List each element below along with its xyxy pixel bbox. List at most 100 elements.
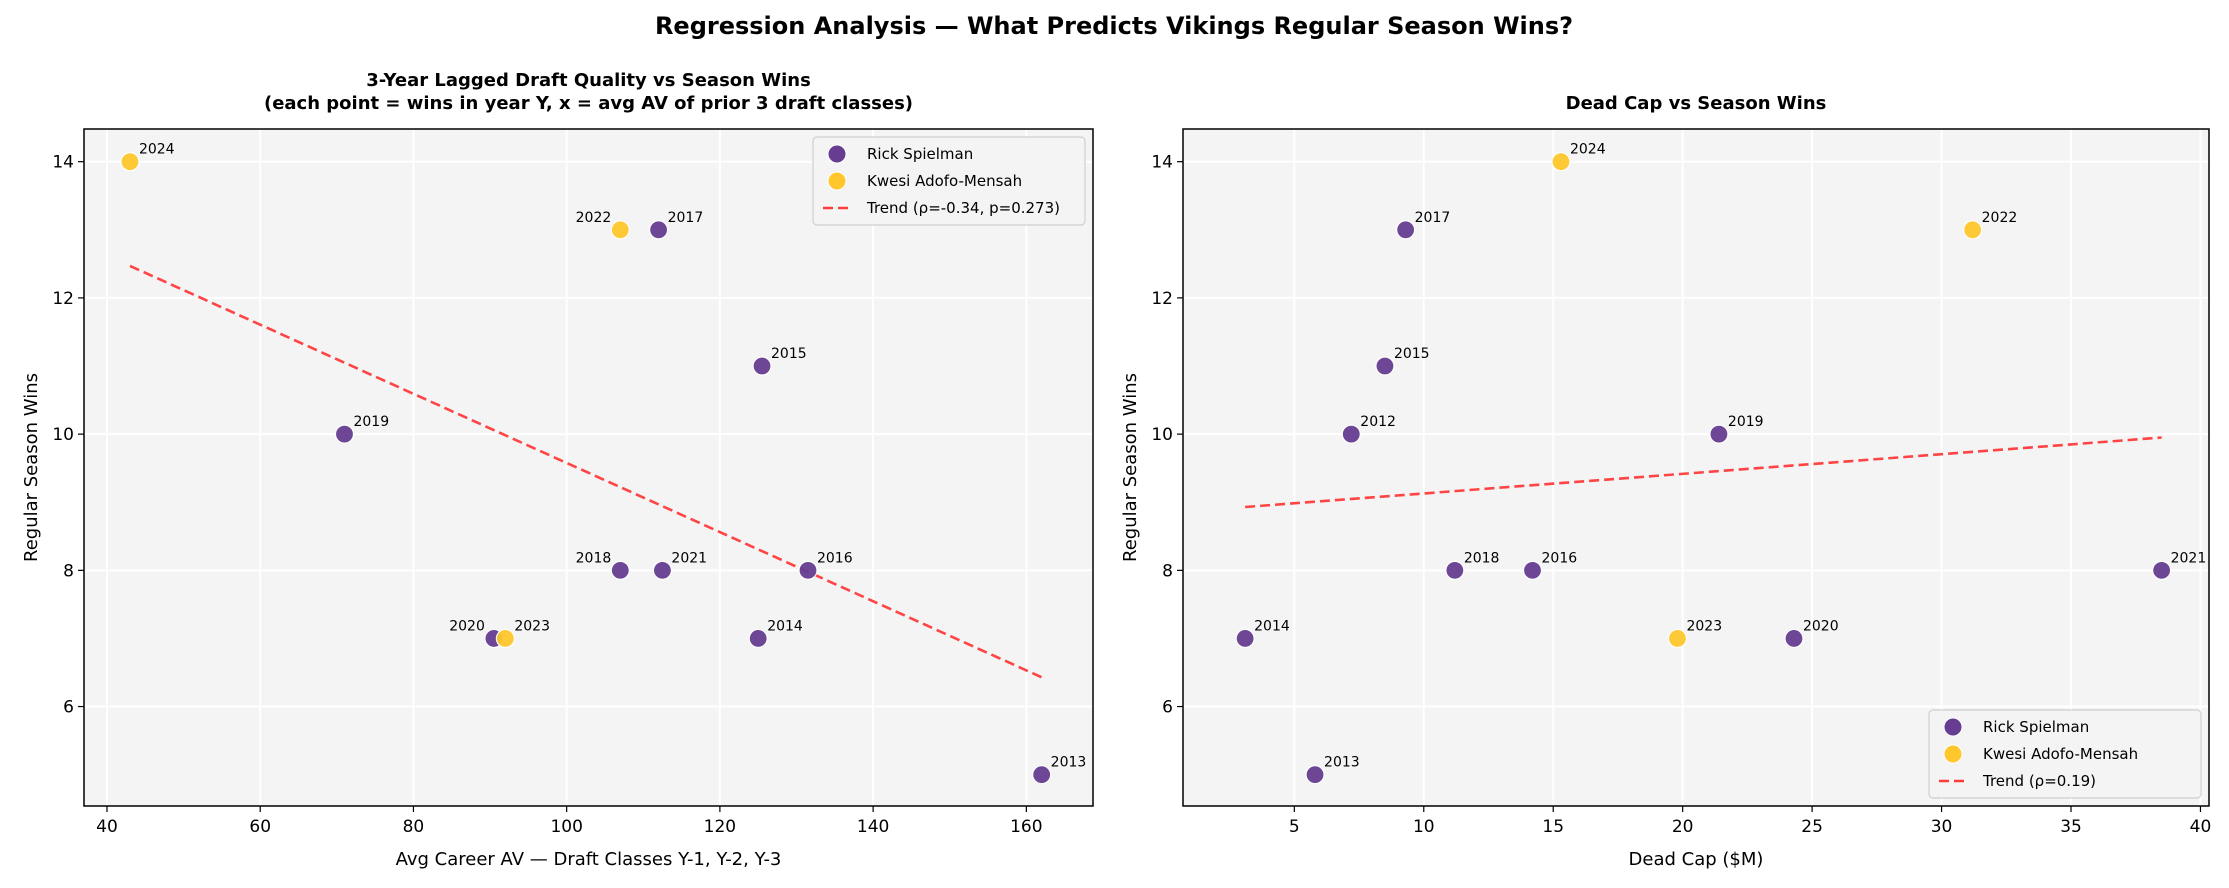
point-label: 2022 [1982,210,2018,226]
x-tick-label: 40 [96,817,118,837]
point-label: 2023 [514,618,550,634]
legend-marker [1943,744,1963,764]
point-label: 2017 [1415,210,1451,226]
x-tick-label: 120 [704,817,736,837]
x-tick-label: 30 [1931,817,1953,837]
point-label: 2020 [449,618,485,634]
legend-label: Kwesi Adofo-Mensah [867,172,1022,190]
y-axis-label: Regular Season Wins [21,373,42,562]
x-tick-label: 40 [2190,817,2212,837]
chart-title: 3-Year Lagged Draft Quality vs Season Wi… [366,70,811,91]
point-label: 2019 [353,414,389,430]
y-tick-label: 8 [1162,561,1173,581]
x-tick-label: 100 [550,817,582,837]
y-tick-label: 10 [1151,425,1173,445]
axes-frame [1182,128,2210,807]
point-label: 2013 [1051,755,1087,771]
point-label: 2023 [1686,618,1722,634]
legend-label: Trend (ρ=-0.34, p=0.273) [866,199,1060,217]
y-tick-label: 12 [1151,289,1173,309]
point-label: 2014 [767,618,803,634]
data-point-2012 [1341,424,1361,444]
data-point-2020 [1784,628,1804,649]
legend-box [1928,709,2202,799]
point-label: 2015 [771,346,807,362]
x-tick-label: 10 [1413,817,1435,837]
point-label: 2013 [1324,755,1360,771]
data-point-2022 [1963,220,1983,240]
data-point-2014 [748,628,768,649]
point-label: 2020 [1803,618,1839,634]
y-axis-label: Regular Season Wins [1120,373,1141,562]
data-point-2015 [1375,356,1395,376]
data-point-2016 [1522,560,1543,580]
x-axis-label: Dead Cap ($M) [1629,849,1764,870]
y-tick-label: 12 [52,289,74,309]
legend-marker [1943,717,1963,737]
data-point-2013 [1032,765,1052,785]
point-label: 2019 [1728,414,1764,430]
x-tick-label: 80 [403,817,425,837]
left-chart: 40 60 80 100 120 140 160 6 8 10 12 14 3-Year Lagged … [21,70,1094,870]
data-point-2015 [752,356,772,376]
data-point-2023 [495,628,515,649]
right-chart: 5 10 15 20 25 30 35 40 6 8 10 12 14 Dead Cap vs Seaso… [1120,93,2211,870]
y-tick-label: 10 [52,425,74,445]
y-tick-label: 14 [52,153,74,173]
point-label: 2016 [1542,550,1578,566]
x-tick-label: 60 [249,817,271,837]
data-point-2022 [610,220,630,240]
point-label: 2015 [1394,346,1430,362]
y-tick-label: 6 [63,698,74,718]
point-label: 2016 [817,550,853,566]
legend-label: Kwesi Adofo-Mensah [1983,745,2138,763]
data-point-2014 [1235,628,1255,649]
axes-frame [83,128,1094,807]
x-tick-label: 5 [1289,817,1300,837]
x-tick-label: 35 [2060,817,2082,837]
legend-box [812,136,1086,226]
point-label: 2018 [1464,550,1500,566]
x-tick-label: 25 [1801,817,1823,837]
point-label: 2024 [139,142,175,158]
data-point-2021 [652,560,673,580]
point-label: 2021 [671,550,707,566]
plot-area [84,129,1093,806]
legend-label: Rick Spielman [1983,718,2089,736]
point-label: 2014 [1254,618,1290,634]
point-label: 2017 [668,210,704,226]
data-point-2017 [649,220,669,240]
trend-line [1245,436,2162,509]
legend-label: Rick Spielman [867,145,973,163]
data-point-2017 [1396,220,1416,240]
data-point-2021 [2152,560,2172,580]
x-tick-label: 140 [857,817,889,837]
data-point-2018 [610,560,630,580]
data-point-2013 [1305,765,1325,785]
data-point-2024 [120,152,140,172]
point-label: 2022 [576,210,612,226]
trend-line [129,264,1043,679]
legend-marker [827,144,847,164]
x-tick-label: 15 [1542,817,1564,837]
y-tick-label: 8 [63,561,74,581]
y-tick-label: 14 [1151,153,1173,173]
legend-marker [827,171,847,191]
suptitle: Regression Analysis — What Predicts Viki… [655,12,1573,40]
data-point-2023 [1667,628,1688,649]
chart-title: Dead Cap vs Season Wins [1566,93,1827,114]
legend-label: Trend (ρ=0.19) [1982,772,2096,790]
x-tick-label: 160 [1010,817,1042,837]
x-axis-label: Avg Career AV — Draft Classes Y-1, Y-2, … [396,849,782,870]
data-point-2018 [1445,560,1465,580]
x-tick-label: 20 [1672,817,1694,837]
data-point-2016 [798,560,818,580]
point-label: 2018 [576,550,612,566]
point-label: 2021 [2171,550,2207,566]
point-label: 2012 [1360,414,1396,430]
data-point-2019 [334,424,355,444]
data-point-2024 [1551,152,1571,172]
point-label: 2024 [1570,142,1606,158]
y-tick-label: 6 [1162,698,1173,718]
